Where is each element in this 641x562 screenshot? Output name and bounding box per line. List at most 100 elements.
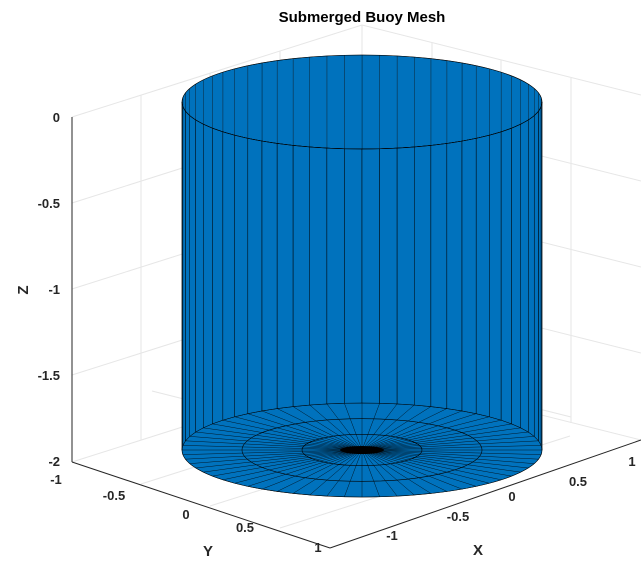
mesh-front-panel	[461, 138, 477, 414]
mesh-back-panel	[520, 79, 529, 125]
mesh-back-panel	[361, 54, 380, 150]
x-tick-labels: -1 -0.5 0 0.5 1	[386, 454, 635, 543]
mesh-cap-spoke	[361, 449, 431, 494]
mesh-cap-spoke	[361, 436, 535, 451]
y-tick-labels: -1 -0.5 0 0.5 1	[50, 472, 321, 555]
z-tick-label: -0.5	[38, 196, 60, 211]
mesh-back-panel	[446, 60, 463, 144]
mesh-cap-spoke	[361, 419, 502, 451]
mesh-cap-spoke	[361, 449, 463, 490]
mesh-back-panel	[528, 83, 535, 121]
mesh-back-panel	[261, 60, 278, 144]
x-tick-label: 0	[508, 489, 515, 504]
mesh-front-panel	[511, 123, 521, 429]
mesh-front-panel	[500, 127, 512, 425]
mesh-front-panel	[203, 123, 213, 429]
mesh-cap-spoke	[361, 449, 521, 473]
mesh-back-panel	[276, 58, 294, 146]
mesh-cap-spoke	[309, 449, 363, 496]
mesh-cap-spoke	[326, 403, 363, 451]
mesh-front-panel	[538, 105, 542, 447]
mesh-back-panel	[379, 55, 398, 149]
mesh-front-panel	[379, 147, 398, 405]
mesh-cap-spoke	[247, 449, 363, 487]
mesh-back-panel	[195, 79, 204, 125]
mesh-back-panel	[247, 62, 263, 142]
mesh-cap-spoke	[185, 440, 363, 451]
mesh-cap-spoke	[212, 449, 363, 477]
mesh-back-panel	[414, 56, 432, 148]
mesh-back-panel	[203, 75, 213, 129]
mesh-cap-spoke	[361, 445, 542, 451]
y-tick-label: 0.5	[236, 520, 254, 535]
mesh-front-panel	[396, 146, 415, 406]
mesh-cap-spoke	[293, 449, 363, 494]
mesh-front-panel	[182, 105, 186, 447]
mesh-front-panel	[309, 146, 328, 406]
mesh-back-panel	[461, 62, 477, 142]
mesh-cap-spoke	[361, 403, 380, 451]
mesh-cap-spoke	[361, 408, 447, 451]
mesh-cap-spoke	[293, 406, 363, 451]
mesh-cap-spoke	[361, 449, 535, 464]
mesh-back-panel	[326, 55, 345, 149]
z-tick-label: 0	[53, 110, 60, 125]
mesh-front-panel	[261, 140, 278, 412]
mesh-back-panel	[476, 65, 490, 139]
mesh-front-panel	[195, 119, 204, 433]
mesh-back-panel	[222, 68, 235, 136]
mesh-back-panel	[292, 56, 310, 148]
x-axis-line	[329, 439, 641, 549]
mesh-cap-spoke	[361, 449, 477, 487]
mesh-cap-spoke	[361, 404, 415, 451]
mesh-front-panel	[489, 131, 502, 421]
mesh-cap-spoke	[222, 449, 363, 481]
mesh-cap-spoke	[361, 403, 398, 451]
mesh-cap-spoke	[361, 449, 398, 497]
mesh-cap-spoke	[261, 449, 363, 490]
mesh-cap-center	[340, 446, 384, 454]
mesh-cap-spoke	[203, 449, 363, 473]
mesh-cap-spoke	[277, 449, 363, 492]
mesh-back-panel	[234, 65, 248, 139]
mesh-back-panel	[396, 55, 415, 149]
mesh-front-panel	[247, 138, 263, 414]
mesh-cap-spoke	[222, 419, 363, 451]
mesh-front-panel	[189, 115, 196, 437]
mesh-cap-spoke	[185, 449, 363, 460]
mesh-front-panel	[361, 148, 380, 404]
mesh-cap-spoke	[361, 449, 502, 481]
mesh-back-panel	[344, 54, 363, 150]
x-tick-label: -1	[386, 528, 398, 543]
mesh-cap-spoke	[344, 403, 363, 451]
mesh-cap-spoke	[361, 449, 447, 492]
mesh-cap-spoke	[277, 408, 363, 451]
mesh-cap-spoke	[361, 449, 529, 469]
mesh-cap-spoke	[234, 449, 363, 484]
mesh-back-panel	[430, 58, 448, 146]
mesh-front-panel	[344, 148, 363, 404]
mesh-cap-spoke	[182, 449, 363, 455]
x-tick-label: -0.5	[447, 509, 469, 524]
mesh-front-panel	[212, 127, 224, 425]
mesh-cap-spoke	[361, 449, 539, 460]
y-tick-label: -0.5	[103, 488, 125, 503]
mesh-cap-spoke	[361, 449, 542, 455]
mesh-top-rim	[181, 54, 543, 150]
mesh-cap-spoke	[361, 449, 490, 484]
mesh-front-panel	[533, 110, 539, 442]
mesh-cap-spoke	[261, 410, 363, 451]
y-tick-label: -1	[50, 472, 62, 487]
mesh-front-panel	[234, 134, 249, 418]
mesh-cap-spoke	[361, 440, 539, 451]
mesh-cap-spoke	[361, 449, 380, 497]
mesh-cap-spoke	[361, 431, 529, 451]
buoy-mesh	[181, 54, 543, 498]
mesh-back-panel	[189, 83, 196, 121]
mesh-bottom-cap	[181, 402, 543, 498]
mesh-cap-spoke	[234, 416, 363, 451]
mesh-front-panel	[276, 143, 294, 409]
z-axis-label: Z	[15, 285, 32, 294]
mesh-cap-spoke	[361, 413, 477, 451]
